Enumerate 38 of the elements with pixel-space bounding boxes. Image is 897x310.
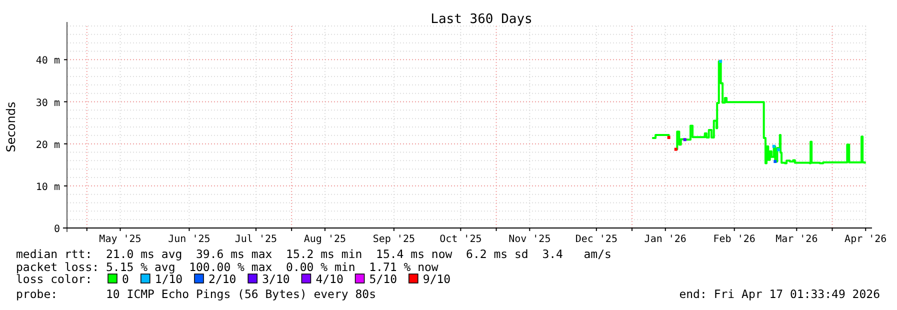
y-tick-label: 20 m: [36, 140, 60, 151]
point: [667, 136, 670, 140]
x-tick-label: Dec '25: [575, 234, 618, 245]
legend-label: 5/10: [369, 272, 398, 286]
x-tick-label: Mar '26: [776, 234, 818, 245]
x-tick-label: Aug '25: [304, 234, 346, 245]
y-axis-title: Seconds: [4, 102, 18, 152]
x-tick-label: Jan '26: [644, 234, 686, 245]
legend-label: 2/10: [208, 272, 236, 286]
point: [683, 138, 686, 142]
text: end: Fri Apr 17 01:33:49 2026: [679, 287, 880, 301]
x-tick-label: Apr '26: [844, 234, 887, 245]
legend-label: 4/10: [316, 272, 344, 286]
chart-title: Last 360 Days: [430, 12, 532, 27]
legend-title: loss color:: [16, 272, 92, 286]
x-tick-label: Feb '26: [713, 234, 756, 245]
point: [774, 160, 777, 164]
point: [772, 144, 776, 148]
y-tick-label: 10 m: [36, 182, 60, 193]
legend-label: 0: [122, 272, 129, 286]
y-tick-label: 40 m: [36, 56, 60, 67]
legend-label: 1/10: [154, 272, 183, 286]
y-tick-label: 0: [54, 224, 60, 235]
x-tick-label: Jun '25: [168, 234, 210, 245]
x-tick-label: May '25: [99, 234, 142, 245]
y-tick-label: 30 m: [36, 98, 60, 109]
text: median rtt: 21.0 ms avg 39.6 ms max 15.2 ms min 15.4 ms now 6.2 ms sd 3.4 am/s: [16, 247, 612, 261]
x-tick-label: Jul '25: [234, 234, 278, 245]
legend-label: 9/10: [422, 272, 451, 286]
point: [719, 60, 722, 63]
text: packet loss: 5.15 % avg 100.00 % max 0.00 % min 1.71 % now: [16, 260, 438, 274]
point: [777, 148, 780, 152]
x-tick-label: Nov '25: [508, 234, 551, 245]
text: probe: 10 ICMP Echo Pings (56 Bytes) every 80s: [16, 287, 376, 301]
legend-label: 3/10: [262, 272, 290, 286]
x-tick-label: Sep '25: [372, 234, 416, 245]
x-tick-label: Oct '25: [440, 234, 482, 245]
point: [674, 148, 678, 151]
